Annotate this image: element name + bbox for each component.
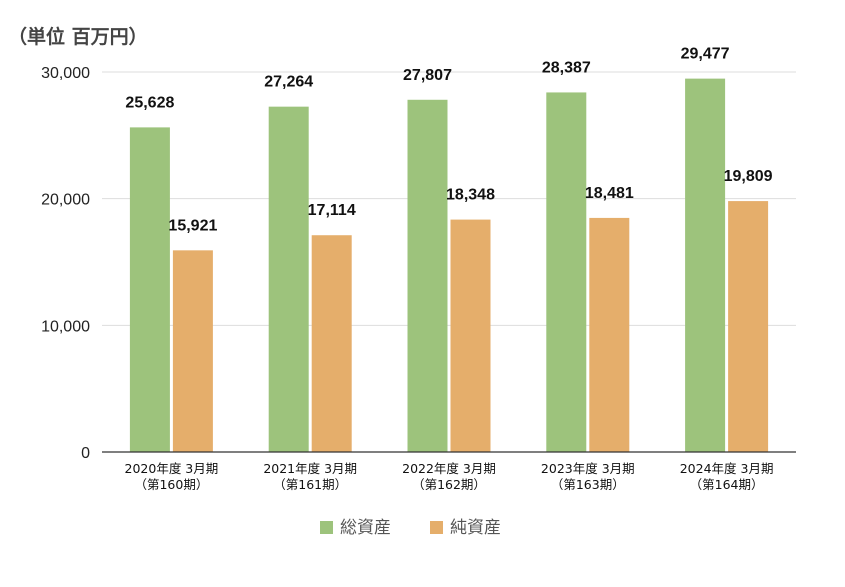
unit-label: （単位 百万円） bbox=[8, 26, 148, 48]
x-tick-label: 2024年度 3月期 bbox=[680, 461, 774, 476]
x-tick-label: 2021年度 3月期 bbox=[263, 461, 357, 476]
total-assets-value-label: 27,807 bbox=[403, 67, 452, 84]
net-assets-bar bbox=[311, 235, 352, 452]
x-tick-sublabel: （第161期） bbox=[273, 477, 347, 492]
net-assets-value-label: 17,114 bbox=[308, 202, 356, 219]
total-assets-value-label: 25,628 bbox=[125, 94, 174, 111]
net-assets-value-label: 15,921 bbox=[168, 217, 217, 234]
net-assets-bar bbox=[589, 217, 630, 452]
x-tick-sublabel: （第163期） bbox=[551, 477, 625, 492]
x-tick-sublabel: （第160期） bbox=[134, 477, 208, 492]
legend-label-net-assets: 純資産 bbox=[450, 518, 501, 538]
y-tick-label: 0 bbox=[81, 445, 90, 462]
total-assets-bar bbox=[685, 78, 726, 452]
x-tick-label: 2023年度 3月期 bbox=[541, 461, 635, 476]
net-assets-bar bbox=[450, 219, 491, 452]
total-assets-value-label: 29,477 bbox=[681, 46, 730, 63]
net-assets-value-label: 18,348 bbox=[446, 187, 495, 204]
net-assets-value-label: 19,809 bbox=[724, 168, 773, 185]
y-tick-label: 10,000 bbox=[41, 318, 90, 335]
total-assets-value-label: 27,264 bbox=[264, 74, 313, 91]
total-assets-bar bbox=[407, 99, 448, 452]
legend-swatch-total-assets bbox=[320, 521, 333, 534]
total-assets-bar bbox=[268, 106, 309, 452]
legend-label-total-assets: 総資産 bbox=[340, 518, 391, 538]
y-tick-label: 20,000 bbox=[41, 192, 90, 209]
total-assets-bar bbox=[546, 92, 587, 452]
net-assets-bar bbox=[172, 250, 213, 452]
x-tick-label: 2020年度 3月期 bbox=[125, 461, 219, 476]
x-tick-sublabel: （第162期） bbox=[412, 477, 486, 492]
total-assets-bar bbox=[129, 127, 170, 453]
x-tick-label: 2022年度 3月期 bbox=[402, 461, 496, 476]
total-assets-value-label: 28,387 bbox=[542, 59, 591, 76]
net-assets-bar bbox=[728, 201, 769, 452]
x-tick-sublabel: （第164期） bbox=[690, 477, 764, 492]
net-assets-value-label: 18,481 bbox=[585, 185, 634, 202]
legend-swatch-net-assets bbox=[430, 521, 443, 534]
y-tick-label: 30,000 bbox=[41, 65, 90, 82]
